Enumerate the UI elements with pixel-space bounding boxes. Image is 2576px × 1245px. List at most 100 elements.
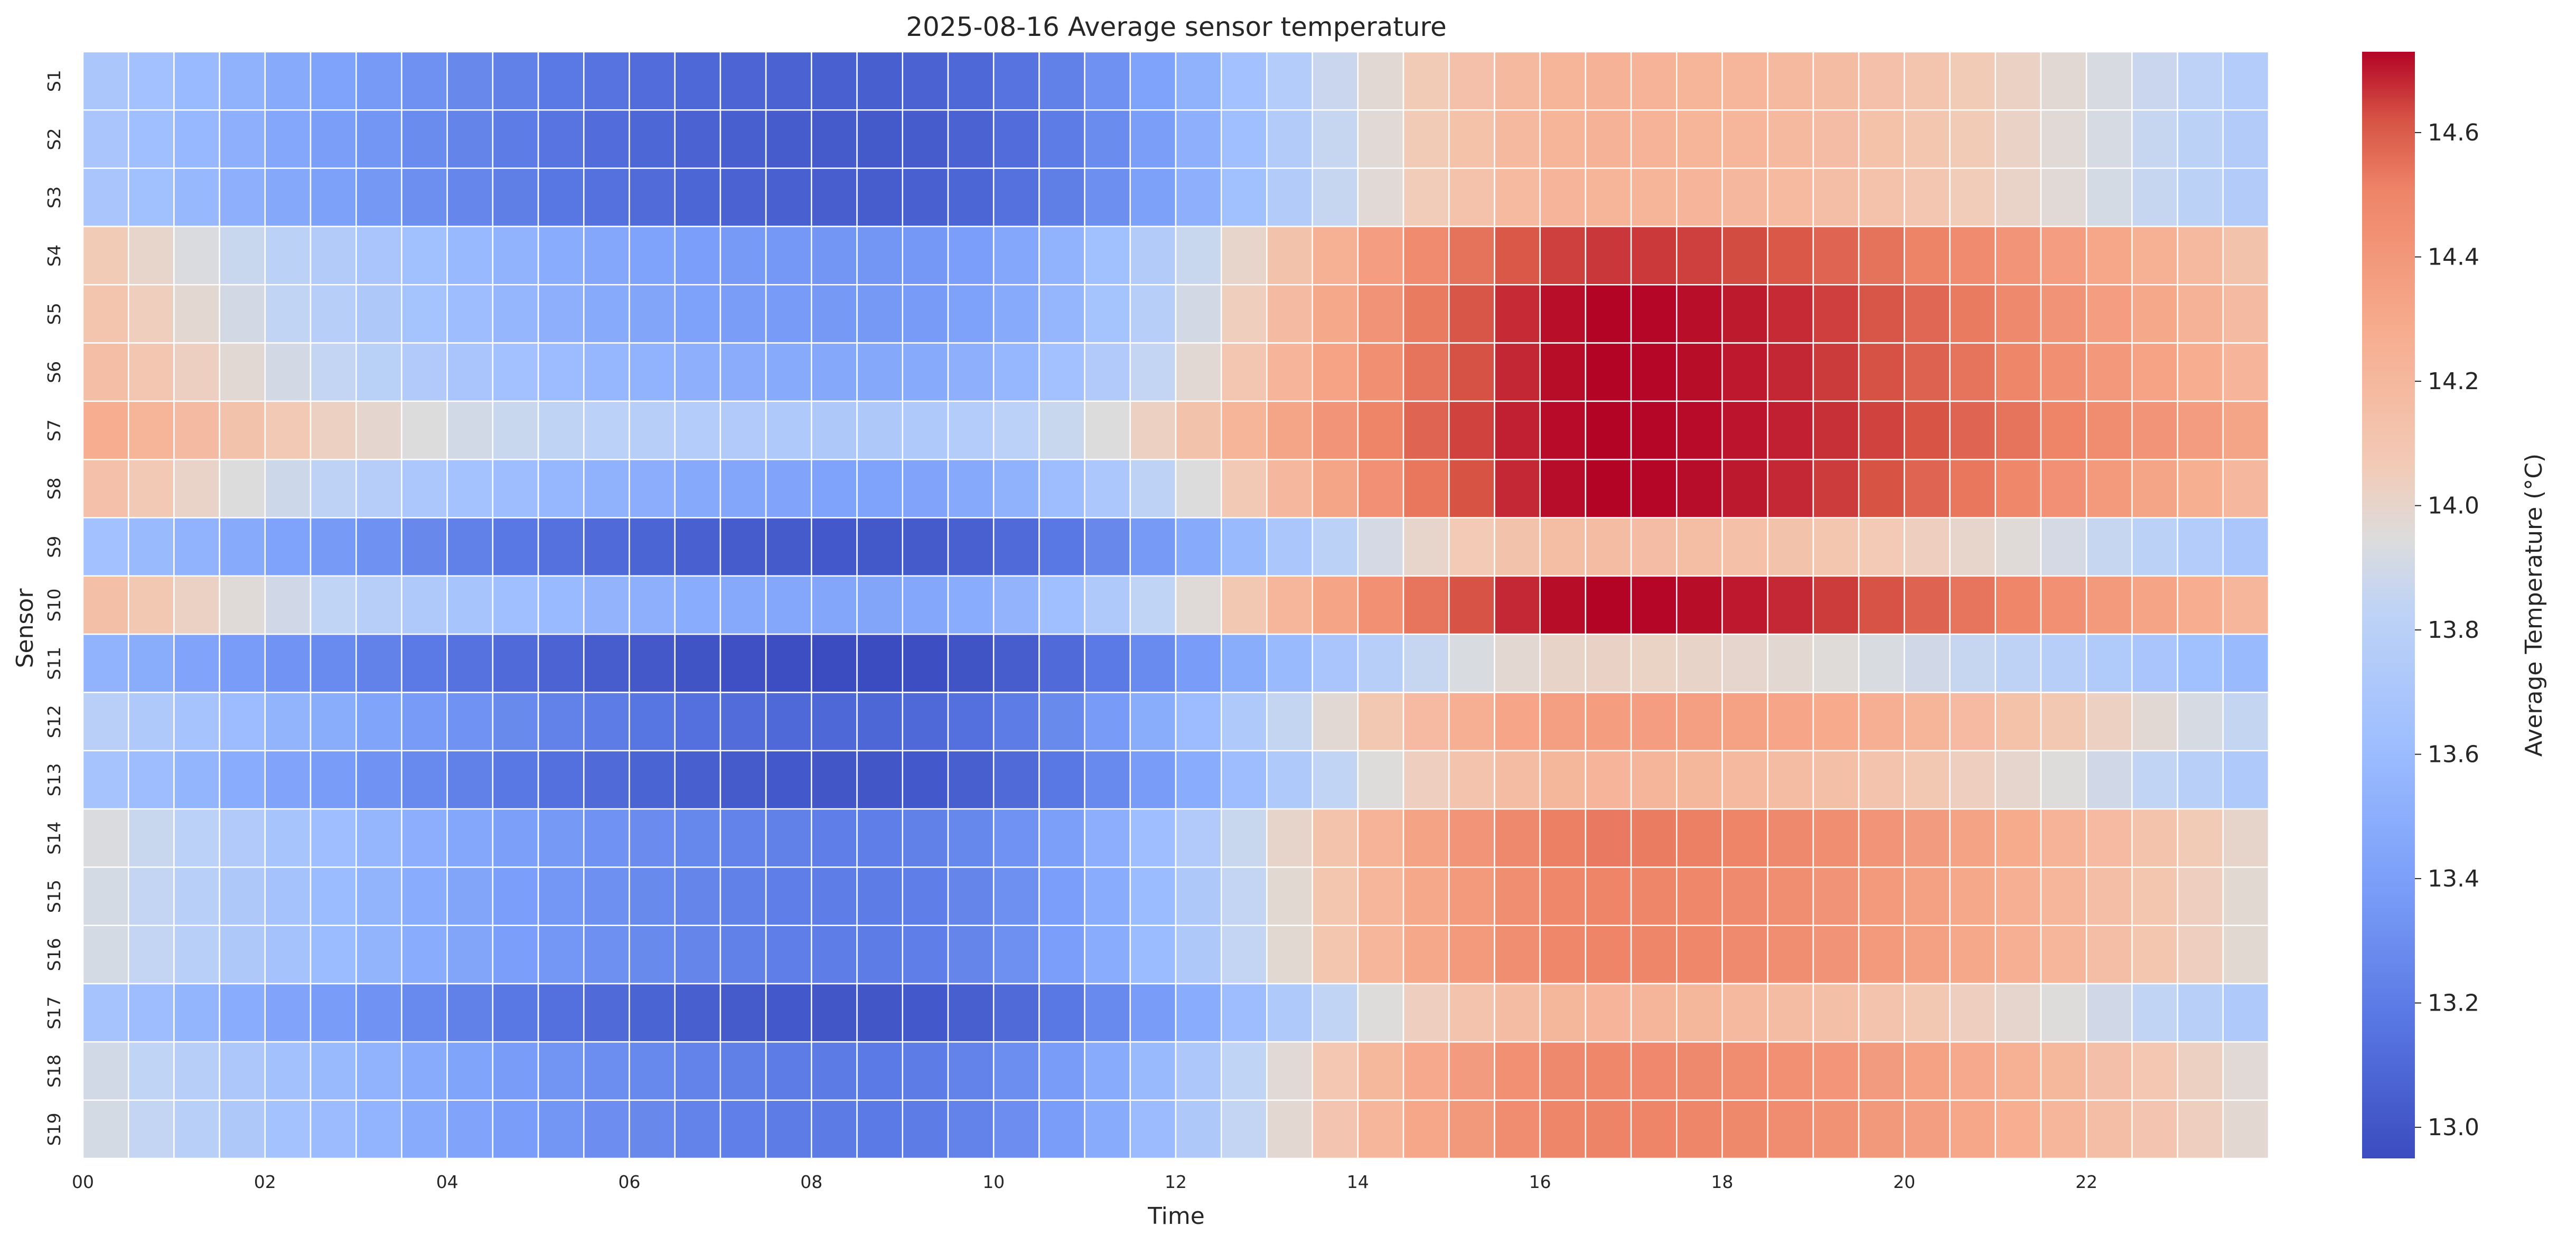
- heatmap-cell-S1-16:00: [1539, 51, 1587, 111]
- heatmap-cell-S8-10:00: [992, 458, 1040, 518]
- heatmap-cell-S4-03:00: [355, 225, 402, 286]
- heatmap-cell-S12-13:30: [1312, 692, 1359, 752]
- heatmap-cell-S14-07:00: [719, 808, 767, 868]
- heatmap-cell-S3-12:30: [1220, 167, 1268, 228]
- heatmap-cell-S18-04:00: [446, 1041, 494, 1101]
- heatmap-cell-S5-23:00: [2177, 284, 2224, 344]
- heatmap-cell-S5-00:30: [127, 284, 175, 344]
- heatmap-cell-S9-18:30: [1767, 517, 1814, 577]
- heatmap-cell-S12-07:00: [719, 692, 767, 752]
- heatmap-cell-S14-00:30: [127, 808, 175, 868]
- heatmap-cell-S14-02:30: [310, 808, 357, 868]
- heatmap-cell-S7-11:00: [1084, 400, 1131, 460]
- heatmap-cell-S7-04:30: [492, 400, 539, 460]
- heatmap-cell-S11-11:30: [1129, 633, 1177, 693]
- heatmap-cell-S17-01:30: [219, 983, 266, 1043]
- heatmap-cell-S4-08:30: [856, 225, 904, 286]
- heatmap-cell-S7-08:00: [811, 400, 858, 460]
- heatmap-cell-S13-15:30: [1494, 750, 1541, 810]
- heatmap-cell-S12-11:00: [1084, 692, 1131, 752]
- heatmap-cell-S2-07:30: [765, 109, 812, 169]
- heatmap-cell-S1-22:30: [2131, 51, 2178, 111]
- x-tick-label: 10: [982, 1172, 1005, 1192]
- heatmap-cell-S6-06:30: [674, 342, 722, 402]
- heatmap-cell-S1-04:30: [492, 51, 539, 111]
- heatmap-cell-S14-14:00: [1357, 808, 1404, 868]
- heatmap-cell-S13-15:00: [1448, 750, 1495, 810]
- heatmap-cell-S11-15:30: [1494, 633, 1541, 693]
- heatmap-cell-S18-12:30: [1220, 1041, 1268, 1101]
- heatmap-cell-S8-10:30: [1038, 458, 1085, 518]
- heatmap-cell-S19-06:30: [674, 1099, 722, 1159]
- heatmap-cell-S1-01:30: [219, 51, 266, 111]
- heatmap-cell-S12-14:00: [1357, 692, 1404, 752]
- heatmap-cell-S16-19:30: [1858, 925, 1905, 985]
- heatmap-cell-S7-10:30: [1038, 400, 1085, 460]
- heatmap-cell-S19-02:30: [310, 1099, 357, 1159]
- heatmap-cell-S12-09:00: [902, 692, 949, 752]
- heatmap-cell-S2-01:30: [219, 109, 266, 169]
- heatmap-cell-S16-01:30: [219, 925, 266, 985]
- x-axis-ticks: 00 02 04 06 08 10 12 14 16 18 20 22: [72, 1172, 2097, 1192]
- heatmap-cell-S16-06:00: [629, 925, 676, 985]
- heatmap-cell-S9-20:00: [1904, 517, 1951, 577]
- heatmap-cell-S13-14:30: [1402, 750, 1450, 810]
- heatmap-cell-S8-11:00: [1084, 458, 1131, 518]
- heatmap-cell-S16-10:30: [1038, 925, 1085, 985]
- heatmap-cell-S10-19:00: [1812, 575, 1860, 635]
- heatmap-cell-S6-22:30: [2131, 342, 2178, 402]
- heatmap-cell-S8-07:30: [765, 458, 812, 518]
- heatmap-cell-S6-18:30: [1767, 342, 1814, 402]
- heatmap-cell-S19-13:30: [1312, 1099, 1359, 1159]
- heatmap-cell-S5-23:30: [2222, 284, 2270, 344]
- heatmap-cell-S4-20:30: [1949, 225, 1997, 286]
- heatmap-cell-S4-15:00: [1448, 225, 1495, 286]
- heatmap-cell-S5-03:30: [401, 284, 448, 344]
- heatmap-cell-S6-22:00: [2085, 342, 2133, 402]
- heatmap-cell-S15-19:30: [1858, 866, 1905, 926]
- heatmap-cell-S3-19:30: [1858, 167, 1905, 228]
- heatmap-cell-S8-16:30: [1585, 458, 1632, 518]
- heatmap-cell-S1-18:00: [1721, 51, 1768, 111]
- heatmap-cell-S13-08:00: [811, 750, 858, 810]
- heatmap-cell-S11-02:00: [264, 633, 312, 693]
- heatmap-cell-S5-04:00: [446, 284, 494, 344]
- heatmap-cell-S1-10:30: [1038, 51, 1085, 111]
- heatmap-cell-S2-17:00: [1630, 109, 1678, 169]
- heatmap-cell-S16-00:00: [82, 925, 129, 985]
- heatmap-cell-S4-05:00: [537, 225, 585, 286]
- heatmap-cell-S14-08:30: [856, 808, 904, 868]
- heatmap-cell-S1-21:30: [2040, 51, 2087, 111]
- y-tick-label: S19: [44, 1112, 64, 1146]
- heatmap-cell-S12-06:00: [629, 692, 676, 752]
- heatmap-cell-S16-01:00: [173, 925, 220, 985]
- heatmap-cell-S19-00:30: [127, 1099, 175, 1159]
- heatmap-cell-S6-23:00: [2177, 342, 2224, 402]
- heatmap-cell-S14-14:30: [1402, 808, 1450, 868]
- heatmap-cell-S12-12:00: [1175, 692, 1222, 752]
- heatmap-cell-S10-21:30: [2040, 575, 2087, 635]
- heatmap-cell-S14-22:00: [2085, 808, 2133, 868]
- heatmap-cell-S9-03:30: [401, 517, 448, 577]
- heatmap-cell-S11-02:30: [310, 633, 357, 693]
- heatmap-cell-S7-09:00: [902, 400, 949, 460]
- x-tick-label: 08: [800, 1172, 822, 1192]
- y-tick-label: S1: [44, 70, 64, 92]
- heatmap-cell-S7-10:00: [992, 400, 1040, 460]
- heatmap-cell-S16-16:00: [1539, 925, 1587, 985]
- heatmap-cell-S3-10:30: [1038, 167, 1085, 228]
- heatmap-cell-S12-07:30: [765, 692, 812, 752]
- heatmap-cell-S1-03:30: [401, 51, 448, 111]
- heatmap-cell-S12-23:30: [2222, 692, 2270, 752]
- heatmap-cell-S14-21:00: [1994, 808, 2042, 868]
- heatmap-cell-S10-13:00: [1266, 575, 1313, 635]
- heatmap-cell-S18-02:30: [310, 1041, 357, 1101]
- heatmap-cell-S2-07:00: [719, 109, 767, 169]
- heatmap-cell-S17-10:30: [1038, 983, 1085, 1043]
- heatmap-cell-S16-08:30: [856, 925, 904, 985]
- heatmap-cell-S18-21:30: [2040, 1041, 2087, 1101]
- heatmap-cell-S18-15:30: [1494, 1041, 1541, 1101]
- heatmap-cell-S9-07:00: [719, 517, 767, 577]
- heatmap-cell-S8-22:00: [2085, 458, 2133, 518]
- heatmap-cell-S8-09:30: [947, 458, 995, 518]
